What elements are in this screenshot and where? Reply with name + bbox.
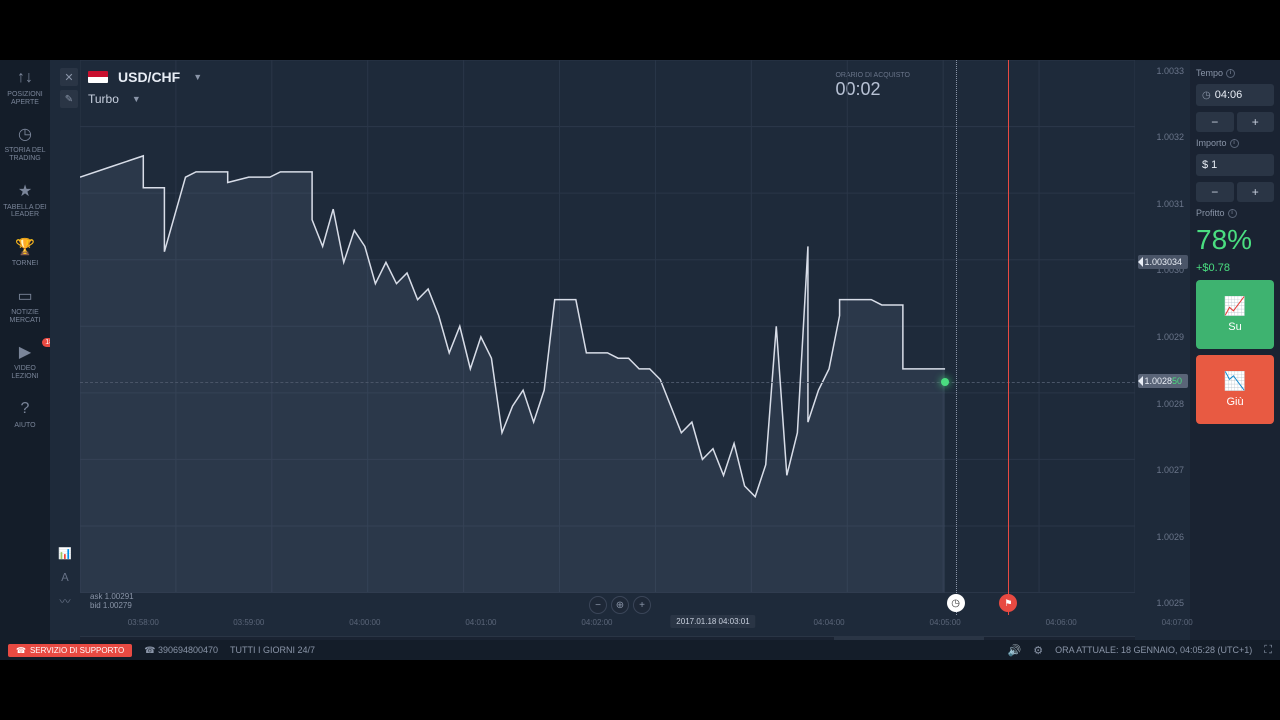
amount-stepper: − + (1196, 182, 1274, 202)
phone-number: ☎ 390694800470 (144, 645, 218, 656)
zoom-target-button[interactable]: ⊕ (611, 596, 629, 614)
currency-pair[interactable]: USD/CHF (118, 69, 180, 85)
amount-label: Importoi (1196, 138, 1274, 148)
clock-icon: ◷ (1202, 90, 1211, 101)
profit-percent: 78% (1196, 224, 1274, 256)
time-plus-button[interactable]: + (1237, 112, 1275, 132)
left-sidebar: ↑↓Posizioni Aperte ◷Storia del Trading ★Ta… (0, 60, 50, 660)
sidebar-item-0[interactable]: ↑↓Posizioni Aperte (0, 68, 50, 106)
mode-label[interactable]: Turbo (88, 92, 119, 106)
time-label: Tempoi (1196, 68, 1274, 78)
draw-tool-button[interactable]: ✎ (60, 90, 78, 108)
pair-flag-icon (88, 71, 108, 83)
trend-down-icon: 📉 (1224, 371, 1246, 392)
chart-type-button[interactable]: 📊 (56, 544, 74, 562)
sidebar-item-3[interactable]: 🏆Tornei (12, 237, 38, 268)
profit-amount: +$0.78 (1196, 262, 1274, 274)
status-bar: ☎ SERVIZIO DI SUPPORTO ☎ 390694800470 TU… (0, 640, 1280, 660)
zoom-in-button[interactable]: + (633, 596, 651, 614)
chevron-down-icon[interactable]: ▼ (132, 94, 141, 104)
y-axis-labels: 1.00331.00321.00311.00301.00291.00281.00… (1140, 60, 1190, 615)
sidebar-item-6[interactable]: ?Aiuto (14, 399, 35, 430)
x-axis-labels: 03:58:0003:59:0004:00:0004:01:0004:02:00… (80, 618, 1135, 632)
close-tab-button[interactable]: ✕ (60, 68, 78, 86)
hover-price-tag: 1.003034 (1138, 255, 1188, 269)
current-price-tag: 1.002850 (1138, 374, 1188, 388)
buy-up-button[interactable]: 📈 Su (1196, 280, 1274, 349)
current-time-label: ORA ATTUALE: 18 GENNAIO, 04:05:28 (UTC+1… (1055, 645, 1252, 655)
settings-icon[interactable]: ⚙ (1033, 644, 1043, 657)
price-chart[interactable] (80, 60, 1135, 593)
amount-input[interactable]: $ 1 (1196, 154, 1274, 176)
trend-button[interactable]: 〰 (56, 592, 74, 610)
amount-plus-button[interactable]: + (1237, 182, 1275, 202)
profit-label: Profittoi (1196, 208, 1274, 218)
ask-bid-display: ask 1.00291 bid 1.00279 (90, 592, 134, 610)
fullscreen-icon[interactable]: ⛶ (1264, 644, 1272, 657)
zoom-out-button[interactable]: − (589, 596, 607, 614)
buy-down-button[interactable]: 📉 Giù (1196, 355, 1274, 424)
trend-up-icon: 📈 (1224, 296, 1246, 317)
sidebar-item-5[interactable]: ▶Video Lezioni (0, 342, 50, 380)
sidebar-item-4[interactable]: ▭Notizie Mercati (0, 286, 50, 324)
indicator-button[interactable]: Ａ (56, 568, 74, 586)
deadline-marker-icon: ⚑ (999, 594, 1017, 612)
amount-minus-button[interactable]: − (1196, 182, 1234, 202)
current-price-line (80, 382, 1135, 383)
live-price-dot (941, 378, 949, 386)
deadline-line (1008, 60, 1009, 615)
chevron-down-icon[interactable]: ▼ (193, 72, 202, 82)
expiry-marker-icon: ◷ (947, 594, 965, 612)
hours-label: TUTTI I GIORNI 24/7 (230, 645, 315, 655)
time-minus-button[interactable]: − (1196, 112, 1234, 132)
support-button[interactable]: ☎ SERVIZIO DI SUPPORTO (8, 644, 132, 657)
time-stepper: − + (1196, 112, 1274, 132)
sidebar-item-2[interactable]: ★Tabella dei Leader (0, 181, 50, 219)
sidebar-item-1[interactable]: ◷Storia del Trading (0, 124, 50, 162)
trade-panel: Tempoi ◷04:06 − + Importoi $ 1 − + Profi… (1190, 60, 1280, 660)
sound-icon[interactable]: 🔊 (1008, 644, 1022, 657)
expiry-line (956, 60, 957, 615)
chart-area[interactable]: ✕ USD/CHF ▼ ✎ Turbo ▼ ORARIO DI ACQUISTO… (50, 60, 1190, 660)
time-input[interactable]: ◷04:06 (1196, 84, 1274, 106)
zoom-controls: − ⊕ + (589, 596, 651, 614)
chart-tools: 📊 Ａ 〰 (56, 544, 74, 610)
